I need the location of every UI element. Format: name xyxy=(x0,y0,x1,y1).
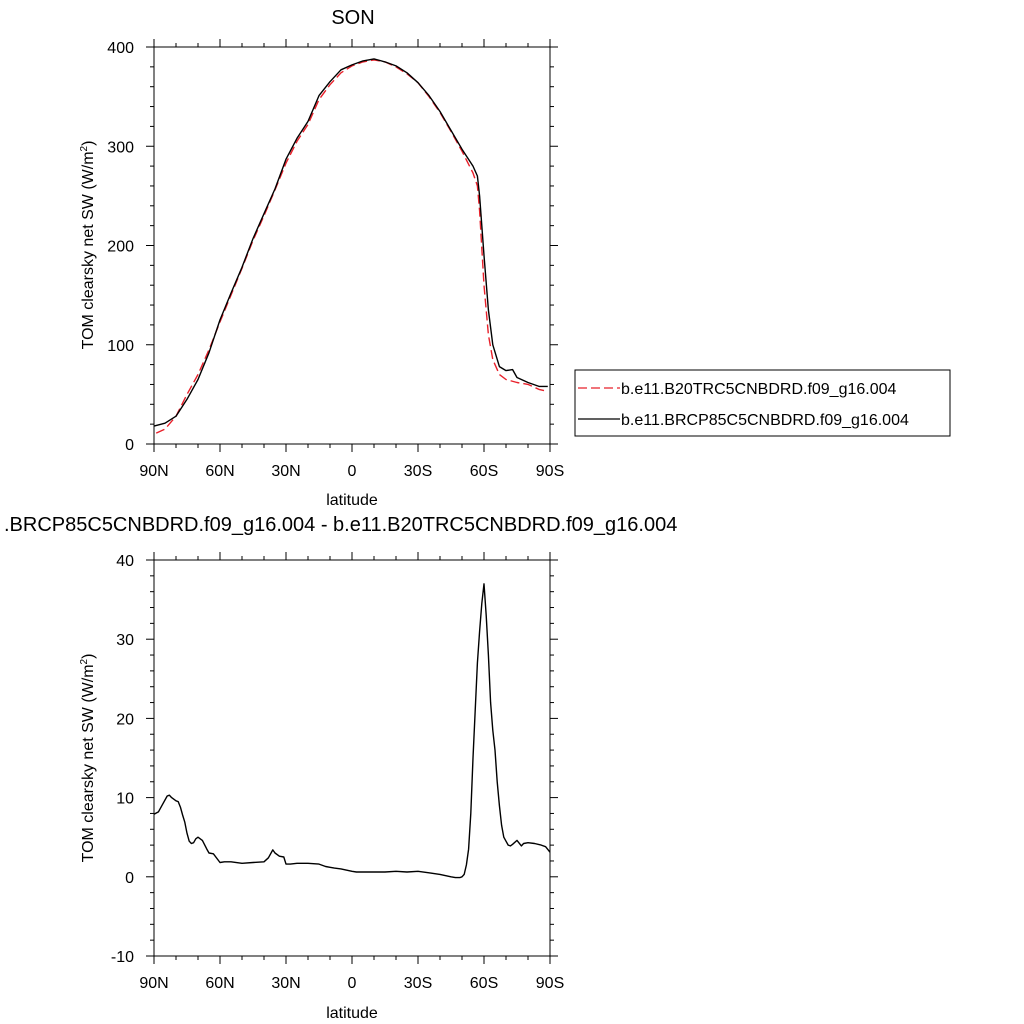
top-x-tick-label: 30S xyxy=(404,463,432,480)
bottom-y-tick-label: 40 xyxy=(116,553,134,570)
bottom-y-tick-label: 20 xyxy=(116,711,134,728)
top-x-tick-label: 90S xyxy=(536,463,564,480)
bottom-y-axis-label-end: ) xyxy=(80,654,97,659)
bottom-chart-panel: 90N 60N 30N 0 30S 60S 90S -10 0 10 20 30 40 latitude… xyxy=(79,552,564,1022)
bottom-y-axis-label-sup: 2 xyxy=(79,658,90,664)
top-x-tick-label: 30N xyxy=(271,463,300,480)
top-y-axis-label-sup: 2 xyxy=(79,145,90,151)
bottom-x-tick-label: 0 xyxy=(348,975,357,992)
bottom-x-axis-label: latitude xyxy=(326,1005,378,1022)
top-x-tick-label: 0 xyxy=(348,463,357,480)
bottom-y-tick-label: -10 xyxy=(111,949,134,966)
bottom-plot-frame xyxy=(153,559,551,957)
bottom-x-tick-label: 30S xyxy=(404,975,432,992)
top-y-axis-label-main: TOM clearsky net SW (W/m xyxy=(80,151,97,349)
bottom-x-tick-label: 60S xyxy=(470,975,498,992)
top-series-line-1 xyxy=(155,59,548,434)
top-chart-title: SON xyxy=(331,7,374,29)
top-y-tick-label: 100 xyxy=(107,338,134,355)
top-x-tick-label: 90N xyxy=(139,463,168,480)
top-x-tick-label: 60N xyxy=(205,463,234,480)
bottom-axis-ticks: 90N 60N 30N 0 30S 60S 90S -10 0 10 20 30 40 xyxy=(111,552,564,992)
top-y-axis-label: TOM clearsky net SW (W/m2) xyxy=(79,141,97,350)
legend-label-rcp85: b.e11.BRCP85C5CNBDRD.f09_g16.004 xyxy=(621,412,909,429)
top-x-tick-label: 60S xyxy=(470,463,498,480)
bottom-y-tick-label: 30 xyxy=(116,632,134,649)
top-series-line-2 xyxy=(153,58,548,427)
bottom-x-tick-label: 90N xyxy=(139,975,168,992)
bottom-x-tick-label: 90S xyxy=(536,975,564,992)
bottom-series-lines xyxy=(153,583,551,879)
top-chart-panel: 90N 60N 30N 0 30S 60S 90S 0 100 200 300 400 latitud… xyxy=(79,39,564,509)
top-axis-ticks: 90N 60N 30N 0 30S 60S 90S 0 100 200 300 400 xyxy=(107,39,564,480)
bottom-y-tick-label: 0 xyxy=(125,870,134,887)
top-y-tick-label: 400 xyxy=(107,40,134,57)
top-y-tick-label: 300 xyxy=(107,139,134,156)
bottom-y-axis-label-main: TOM clearsky net SW (W/m xyxy=(80,664,97,862)
legend-box xyxy=(574,369,951,437)
top-y-axis-label-end: ) xyxy=(80,141,97,146)
legend: b.e11.B20TRC5CNBDRD.f09_g16.004 b.e11.BR… xyxy=(574,369,951,437)
bottom-x-tick-label: 60N xyxy=(205,975,234,992)
top-y-tick-label: 200 xyxy=(107,239,134,256)
top-series-lines xyxy=(153,58,548,434)
bottom-x-tick-label: 30N xyxy=(271,975,300,992)
bottom-y-tick-label: 10 xyxy=(116,791,134,808)
bottom-y-axis-label: TOM clearsky net SW (W/m2) xyxy=(79,654,97,863)
top-y-tick-label: 0 xyxy=(125,437,134,454)
top-plot-frame xyxy=(153,46,551,445)
top-x-axis-label: latitude xyxy=(326,492,378,509)
bottom-series-line-1 xyxy=(153,583,551,879)
legend-label-control: b.e11.B20TRC5CNBDRD.f09_g16.004 xyxy=(621,381,897,398)
bottom-chart-title: .BRCP85C5CNBDRD.f09_g16.004 - b.e11.B20T… xyxy=(4,514,677,536)
